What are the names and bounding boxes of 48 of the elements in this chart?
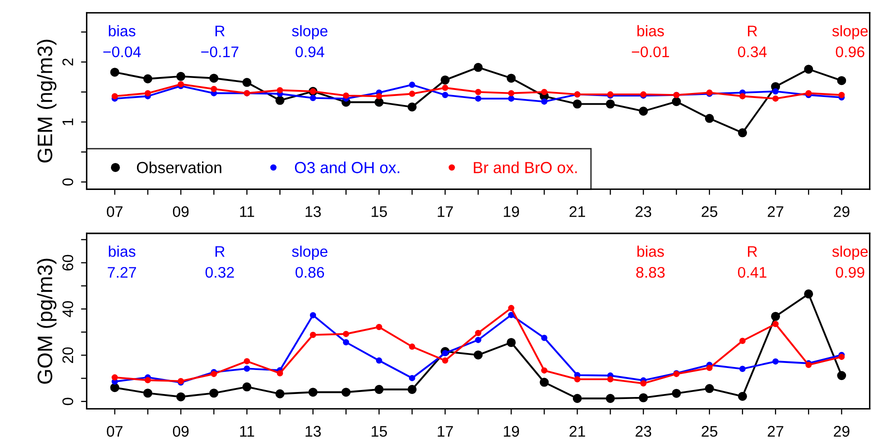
x-tick-label: 15 xyxy=(372,426,387,437)
x-tick-label: 19 xyxy=(504,206,519,218)
x-tick-label: 09 xyxy=(172,206,189,218)
x-tick-label: 21 xyxy=(570,426,586,437)
x-tick-label: 23 xyxy=(636,426,652,437)
legend-label: Br and BrO ox. xyxy=(474,162,577,174)
x-tick-label: 25 xyxy=(702,206,718,218)
x-tick-label: 19 xyxy=(504,426,519,437)
annotation: slope 0.99 xyxy=(832,246,868,278)
x-tick-label: 13 xyxy=(306,206,321,218)
y-tick-label: 1 xyxy=(62,118,74,126)
x-tick-label: 07 xyxy=(106,426,122,437)
annotation: R 0.34 xyxy=(738,26,767,58)
x-tick-label: 11 xyxy=(240,426,254,437)
annotation: slope 0.86 xyxy=(292,246,328,278)
y-tick-label: 60 xyxy=(62,254,74,270)
annotation: slope 0.96 xyxy=(832,25,868,58)
annotation: R 0.41 xyxy=(738,246,766,278)
y-axis-title: GEM (ng/m3) xyxy=(37,40,56,162)
x-tick-label: 25 xyxy=(702,426,718,437)
x-tick-label: 17 xyxy=(438,206,453,217)
x-tick-label: 15 xyxy=(372,206,387,218)
annotation: bias −0.01 xyxy=(632,25,670,58)
legend-label: O3 and OH ox. xyxy=(294,162,400,174)
y-tick-label: 20 xyxy=(62,347,74,363)
x-tick-label: 13 xyxy=(306,426,321,437)
x-tick-label: 07 xyxy=(106,206,122,218)
annotation: R 0.32 xyxy=(206,246,234,278)
legend-label: Observation xyxy=(136,162,222,174)
y-tick-label: 0 xyxy=(62,178,74,186)
y-tick-label: 40 xyxy=(62,301,74,318)
x-tick-label: 27 xyxy=(768,206,784,217)
y-axis-title: GOM (pg/m3) xyxy=(37,258,56,384)
x-tick-label: 11 xyxy=(240,206,254,217)
annotation: R −0.17 xyxy=(201,26,238,58)
y-tick-label: 0 xyxy=(62,398,74,406)
x-tick-label: 21 xyxy=(570,206,586,217)
x-tick-label: 29 xyxy=(834,206,850,218)
x-tick-label: 23 xyxy=(636,206,652,218)
annotation: bias 8.83 xyxy=(636,246,665,278)
annotation: bias 7.27 xyxy=(108,246,136,278)
x-tick-label: 09 xyxy=(172,426,189,437)
x-tick-label: 17 xyxy=(438,426,453,437)
annotation: bias −0.04 xyxy=(103,25,141,58)
x-tick-label: 29 xyxy=(834,426,850,437)
x-tick-label: 27 xyxy=(768,426,784,437)
y-tick-label: 2 xyxy=(62,58,74,66)
annotation: slope 0.94 xyxy=(292,25,328,58)
